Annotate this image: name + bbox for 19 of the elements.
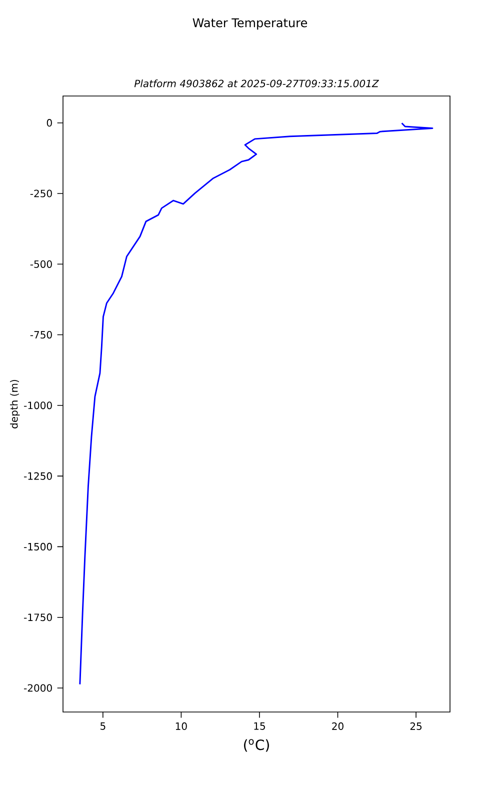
y-tick-label: -250 bbox=[30, 190, 52, 198]
y-tick-label: -750 bbox=[30, 330, 52, 339]
y-axis-title: depth (m) bbox=[10, 380, 20, 428]
y-tick-label: 0 bbox=[46, 119, 52, 127]
chart-title: Water Temperature bbox=[192, 18, 308, 30]
x-tick-label: 15 bbox=[254, 722, 265, 730]
line-series bbox=[79, 122, 434, 686]
x-tick-label: 25 bbox=[410, 722, 422, 730]
chart-subtitle: Platform 4903862 at 2025-09-27T09:33:15.001Z bbox=[134, 80, 379, 88]
x-axis-title: ($^{o}$C) bbox=[244, 739, 269, 752]
x-tick-label: 20 bbox=[332, 722, 344, 730]
y-tick-label: -1250 bbox=[24, 472, 52, 480]
y-tick-label: -1000 bbox=[24, 402, 52, 410]
x-tick-label: 10 bbox=[176, 722, 187, 730]
y-tick-label: -1500 bbox=[24, 542, 52, 550]
y-tick-label: -500 bbox=[30, 260, 52, 268]
y-tick-label: -1750 bbox=[24, 614, 52, 622]
x-tick-label: 5 bbox=[100, 722, 106, 730]
y-tick-label: -2000 bbox=[24, 684, 52, 692]
